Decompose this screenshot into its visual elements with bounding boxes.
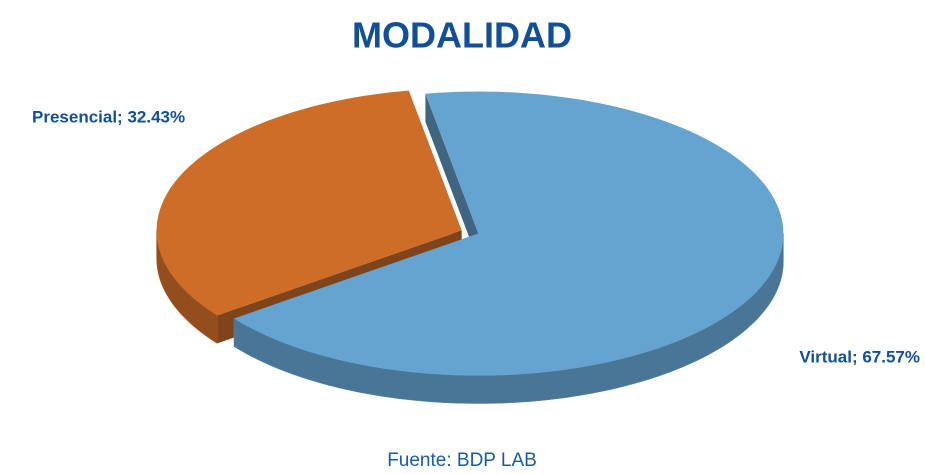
data-label: Presencial; 32.43% (32, 107, 185, 126)
source-note: Fuente: BDP LAB (387, 450, 537, 471)
slice (234, 91, 784, 376)
slice (156, 90, 462, 316)
chart-title: MODALIDAD (352, 15, 572, 56)
pie (156, 90, 784, 404)
data-label: Virtual; 67.57% (799, 347, 920, 366)
slice-side (233, 233, 784, 404)
slice-face (425, 93, 479, 262)
